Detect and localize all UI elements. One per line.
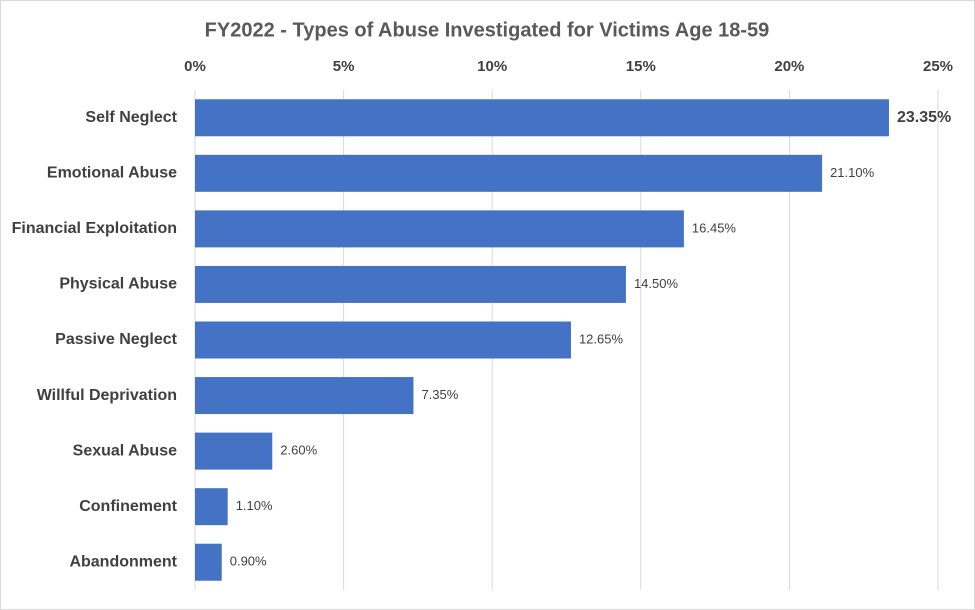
x-tick-label: 10% — [477, 58, 507, 75]
x-tick-label: 15% — [626, 58, 656, 75]
value-label: 14.50% — [634, 276, 679, 291]
y-tick-label: Self Neglect — [85, 109, 177, 126]
chart-title: FY2022 - Types of Abuse Investigated for… — [205, 19, 770, 41]
x-tick-label: 20% — [774, 58, 804, 75]
y-tick-label: Financial Exploitation — [12, 220, 177, 237]
bar — [195, 321, 571, 359]
y-tick-label: Physical Abuse — [59, 276, 177, 293]
y-tick-label: Willful Deprivation — [37, 387, 177, 404]
y-tick-label: Sexual Abuse — [73, 442, 177, 459]
y-tick-label: Emotional Abuse — [47, 165, 177, 182]
x-tick-label: 25% — [923, 58, 953, 75]
value-label: 16.45% — [692, 220, 737, 235]
value-label: 12.65% — [579, 331, 624, 346]
bar — [195, 210, 684, 248]
bar — [195, 543, 222, 581]
bar — [195, 377, 414, 415]
x-tick-label: 5% — [333, 58, 355, 75]
bar — [195, 99, 889, 137]
bar — [195, 488, 228, 526]
y-tick-label: Confinement — [79, 498, 177, 515]
value-label: 23.35% — [897, 109, 951, 126]
value-label: 0.90% — [230, 554, 267, 569]
y-tick-label: Passive Neglect — [55, 331, 178, 348]
y-tick-label: Abandonment — [69, 553, 177, 570]
value-label: 21.10% — [830, 165, 875, 180]
value-label: 2.60% — [280, 443, 317, 458]
bar — [195, 154, 823, 192]
bar — [195, 432, 273, 470]
bar — [195, 265, 626, 303]
x-tick-label: 0% — [184, 58, 206, 75]
value-label: 1.10% — [236, 498, 273, 513]
value-label: 7.35% — [421, 387, 458, 402]
